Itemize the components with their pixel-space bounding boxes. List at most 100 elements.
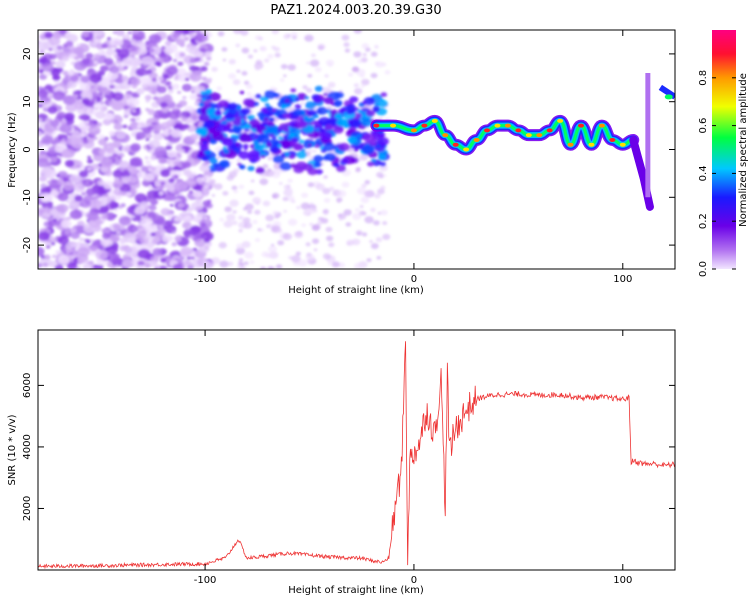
signal-peak [452,142,459,147]
heatmap-cell [160,207,171,216]
heatmap-cell [130,77,141,86]
heatmap-cell [188,190,194,194]
heatmap-cell [203,61,210,66]
heatmap-cell [55,60,66,69]
heatmap-cell [232,79,241,86]
heatmap-cell [307,73,313,78]
heatmap-cell [130,46,138,52]
heatmap-cell [131,92,140,99]
heatmap-cell [166,119,176,127]
heatmap-cell [140,218,153,228]
heatmap-cell [152,215,165,225]
heatmap-cell [108,84,115,89]
heatmap-cell [279,78,285,82]
heatmap-cell [172,230,177,234]
heatmap-cell [141,56,154,66]
heatmap-cell [345,222,352,227]
heatmap-cell [206,56,212,61]
heatmap-cell [296,151,307,159]
heatmap-cell [61,149,71,157]
heatmap-cell [374,45,379,49]
heatmap-cell [58,236,70,245]
heatmap-cell [49,209,58,216]
heatmap-cell [244,123,252,129]
heatmap-cell [88,125,101,136]
signal-peak [410,128,417,133]
heatmap-cell [205,171,209,174]
heatmap-cell [145,69,153,75]
snr-y-axis-label: SNR (10 * v/v) [7,414,18,485]
snr-series-line [38,341,675,570]
heatmap-cell [243,80,250,85]
heatmap-cell [93,264,99,269]
heatmap-cell [168,178,175,184]
heatmap-cell [241,47,250,54]
heatmap-cell [274,215,280,219]
heatmap-cell [177,202,186,209]
heatmap-cell [311,238,320,244]
heatmap-cell [360,84,365,88]
heatmap-cell [67,70,74,76]
heatmap-cell [338,142,350,152]
heatmap-cell [76,43,81,47]
heatmap-cell [204,51,213,58]
heatmap-cell [178,100,188,107]
heatmap-cell [309,59,320,67]
heatmap-cell [166,185,175,192]
heatmap-cell [203,216,208,220]
heatmap-cell [130,214,135,219]
heatmap-cell [121,75,129,82]
heatmap-cell [99,65,109,72]
snr-x-axis-label: Height of straight line (km) [288,585,424,596]
heatmap-cell [48,47,53,51]
heatmap-cell [86,167,92,171]
heatmap-cell [355,166,361,171]
heatmap-cell [341,108,347,112]
heatmap-cell [359,205,364,208]
heatmap-cell [222,58,227,62]
heatmap-cell [155,230,162,235]
heatmap-cell [98,138,108,146]
heatmap-cell [49,37,61,46]
heatmap-cell [130,166,137,171]
heatmap-cell [88,198,102,209]
heatmap-cell [218,242,227,249]
heatmap-cell [43,207,49,212]
heatmap-cell [331,261,340,268]
heatmap-cell [334,100,343,107]
signal-peak [619,142,626,147]
signal-peak [373,123,380,128]
heatmap-cell [140,76,151,85]
heatmap-cell [98,134,105,140]
heatmap-cell [287,64,296,71]
heatmap-cell [81,30,90,37]
heatmap-cell [114,265,120,269]
heatmap-cell [135,117,140,121]
heatmap-cell [282,113,291,119]
heatmap-cell [47,180,52,184]
heatmap-cell [358,210,366,216]
heatmap-cell [316,220,323,226]
heatmap-cell [44,84,53,91]
heatmap-cell [70,231,80,240]
heatmap-cell [288,154,295,159]
heatmap-cell [242,143,249,149]
heatmap-cell [126,97,140,108]
heatmap-cell [363,97,376,106]
heatmap-cell [366,161,375,167]
signal-tail [658,84,675,100]
heatmap-cell [186,256,191,260]
heatmap-cell [166,150,178,159]
heatmap-cell [352,66,359,72]
heatmap-cell [182,96,187,100]
heatmap-cell [209,167,216,173]
heatmap-cell [190,256,195,260]
heatmap-cell [165,145,173,151]
heatmap-cell [249,260,255,265]
heatmap-cell [275,264,283,269]
heatmap-cell [262,200,271,207]
heatmap-cell [354,208,360,212]
heatmap-cell [363,190,373,198]
heatmap-cell [99,205,109,213]
heatmap-cell [85,188,96,196]
